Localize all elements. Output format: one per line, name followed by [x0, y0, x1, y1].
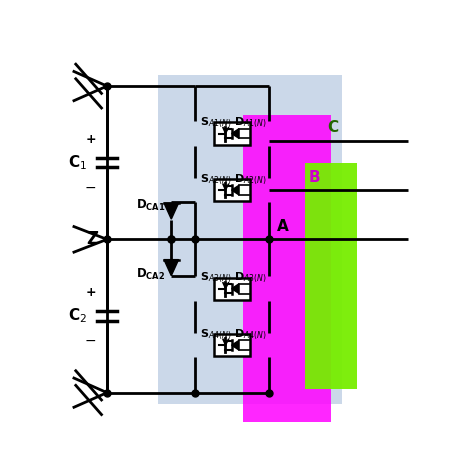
Text: +: + — [85, 286, 96, 299]
Text: $\mathbf{A}$: $\mathbf{A}$ — [276, 218, 290, 234]
Text: $\mathbf{C}$: $\mathbf{C}$ — [327, 119, 339, 136]
Text: $-$: $-$ — [84, 180, 97, 193]
Text: $\mathbf{D}_{A2(N)}$: $\mathbf{D}_{A2(N)}$ — [234, 173, 266, 187]
Text: $\mathbf{B}$: $\mathbf{B}$ — [308, 169, 321, 185]
Text: $\mathbf{D}_{A1(N)}$: $\mathbf{D}_{A1(N)}$ — [234, 116, 266, 130]
Polygon shape — [232, 284, 239, 293]
Text: $-$: $-$ — [84, 333, 97, 347]
Text: $\mathbf{D}_{A3(N)}$: $\mathbf{D}_{A3(N)}$ — [234, 271, 266, 285]
Bar — [214, 179, 249, 201]
Text: $\mathbf{Z}$: $\mathbf{Z}$ — [86, 230, 99, 248]
Bar — [214, 122, 249, 145]
Bar — [158, 75, 342, 404]
Text: $\mathbf{S}_{A4(N)}$: $\mathbf{S}_{A4(N)}$ — [200, 328, 232, 342]
Text: $\mathbf{S}_{A2(N)}$: $\mathbf{S}_{A2(N)}$ — [200, 173, 232, 187]
Text: $\mathbf{S}_{A3(N)}$: $\mathbf{S}_{A3(N)}$ — [200, 271, 232, 285]
Bar — [305, 163, 357, 389]
Bar — [214, 278, 249, 300]
Text: $\mathbf{C_{\mathit{2}}}$: $\mathbf{C_{\mathit{2}}}$ — [68, 307, 87, 325]
Polygon shape — [164, 260, 179, 276]
Text: $\mathbf{D_{CA2}}$: $\mathbf{D_{CA2}}$ — [137, 267, 166, 282]
Polygon shape — [232, 128, 239, 138]
Bar — [243, 115, 331, 422]
Polygon shape — [232, 185, 239, 195]
Text: $\mathbf{S}_{A1(N)}$: $\mathbf{S}_{A1(N)}$ — [200, 116, 232, 130]
Polygon shape — [164, 203, 179, 219]
Polygon shape — [232, 340, 239, 350]
Text: $\mathbf{D_{CA1}}$: $\mathbf{D_{CA1}}$ — [137, 198, 166, 213]
Text: +: + — [85, 133, 96, 146]
Bar — [214, 334, 249, 356]
Text: $\mathbf{C_{\mathit{1}}}$: $\mathbf{C_{\mathit{1}}}$ — [68, 154, 87, 172]
Text: $\mathbf{D}_{A4(N)}$: $\mathbf{D}_{A4(N)}$ — [234, 328, 266, 342]
